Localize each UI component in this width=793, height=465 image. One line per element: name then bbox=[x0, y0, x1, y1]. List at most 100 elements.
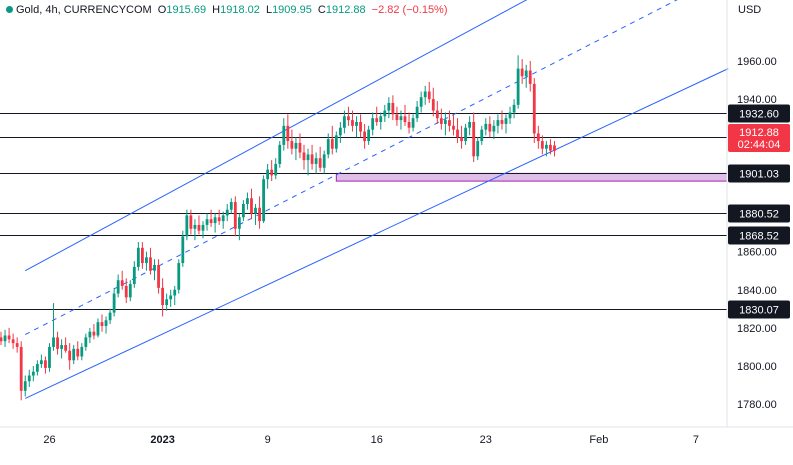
candle-body bbox=[435, 110, 439, 119]
candle-body bbox=[169, 295, 173, 300]
candle-body bbox=[383, 110, 387, 117]
candle-body bbox=[532, 83, 536, 134]
candle-body bbox=[464, 127, 467, 142]
candle-body bbox=[233, 202, 237, 229]
price-tick-label: 1960.00 bbox=[737, 56, 777, 68]
candle-body bbox=[217, 217, 221, 222]
candle-body bbox=[330, 139, 334, 149]
candle-body bbox=[298, 142, 302, 153]
candle-body bbox=[181, 236, 185, 264]
candle-body bbox=[136, 247, 140, 267]
level-label: 1868.52 bbox=[739, 231, 779, 243]
time-scale[interactable]: 26 2023 9 16 23 Feb 7 bbox=[43, 434, 699, 446]
candle-body bbox=[225, 209, 229, 216]
candle-body bbox=[76, 348, 80, 357]
candle-body bbox=[419, 97, 423, 107]
price-tick-label: 1860.00 bbox=[737, 247, 777, 259]
candle-body bbox=[157, 264, 160, 288]
time-tick-label: 9 bbox=[265, 434, 271, 446]
current-price-box bbox=[728, 124, 790, 152]
time-tick-label: 26 bbox=[43, 434, 55, 446]
candle-body bbox=[326, 139, 330, 155]
candle-body bbox=[302, 152, 306, 161]
candle-body bbox=[484, 123, 488, 130]
candle-body bbox=[431, 99, 435, 111]
candle-body bbox=[371, 118, 375, 130]
high-value: 1918.02 bbox=[220, 4, 260, 16]
candle-body bbox=[56, 337, 59, 349]
candle-body bbox=[48, 346, 51, 368]
candle-body bbox=[448, 120, 451, 126]
candle-body bbox=[363, 131, 366, 142]
candle-body bbox=[512, 104, 516, 113]
candle-body bbox=[351, 120, 354, 126]
candle-body bbox=[290, 141, 294, 149]
candle-body bbox=[258, 207, 261, 222]
candle-body bbox=[347, 116, 350, 121]
candle-body bbox=[423, 91, 427, 98]
level-label: 1880.52 bbox=[739, 209, 779, 221]
candle-body bbox=[338, 127, 342, 136]
candle-body bbox=[44, 360, 47, 368]
channel-lower-line bbox=[25, 68, 729, 399]
candle-body bbox=[270, 169, 274, 176]
candle-body bbox=[201, 224, 205, 231]
level-label-box bbox=[728, 104, 790, 123]
candle-body bbox=[278, 144, 282, 164]
candle-body bbox=[492, 125, 496, 132]
candle-body bbox=[524, 70, 528, 77]
candle-body bbox=[221, 215, 225, 222]
candle-body bbox=[375, 118, 379, 122]
candle-body bbox=[165, 299, 169, 305]
candle-body bbox=[343, 116, 346, 128]
candle-body bbox=[68, 350, 72, 361]
price-tick-label: 1940.00 bbox=[737, 94, 777, 106]
level-label-box bbox=[728, 204, 790, 223]
candle-body bbox=[205, 219, 209, 225]
candle-body bbox=[193, 224, 197, 229]
candle-body bbox=[452, 125, 455, 130]
candle-body bbox=[496, 120, 500, 126]
level-label: 1932.60 bbox=[739, 109, 779, 121]
candle-body bbox=[72, 348, 76, 361]
candle-body bbox=[128, 284, 132, 298]
candle-body bbox=[145, 257, 148, 264]
price-tick-label: 1840.00 bbox=[737, 285, 777, 297]
candle-body bbox=[104, 320, 108, 326]
price-tick-label: 1780.00 bbox=[737, 399, 777, 411]
candle-body bbox=[116, 280, 120, 294]
candle-body bbox=[173, 289, 177, 296]
candle-body bbox=[520, 68, 524, 77]
symbol-name[interactable]: Gold, 4h, CURRENCYCOM bbox=[16, 4, 152, 16]
candle-body bbox=[141, 247, 144, 264]
candle-body bbox=[242, 203, 245, 218]
candle-body bbox=[274, 163, 278, 176]
candle-body bbox=[153, 264, 156, 271]
status-dot-icon bbox=[6, 6, 13, 13]
candle-body bbox=[403, 116, 407, 122]
level-label-box bbox=[728, 164, 790, 183]
low-label: L bbox=[265, 4, 273, 16]
candle-body bbox=[282, 125, 286, 145]
candle-body bbox=[112, 293, 116, 313]
candle-body bbox=[11, 339, 15, 344]
support-zone bbox=[335, 172, 728, 182]
candle-body bbox=[306, 154, 310, 161]
candle-body bbox=[391, 102, 395, 115]
candle-body bbox=[480, 129, 484, 142]
candle-body bbox=[379, 116, 383, 122]
close-label: C bbox=[317, 4, 326, 16]
candle-body bbox=[149, 257, 152, 271]
candle-body bbox=[399, 116, 403, 121]
candle-body bbox=[250, 198, 253, 214]
candle-body bbox=[395, 114, 399, 121]
candle-body bbox=[367, 129, 371, 142]
candle-body bbox=[322, 154, 326, 168]
current-price-tag: 1912.88 02:44:04 bbox=[728, 124, 790, 152]
time-tick-label: Feb bbox=[589, 434, 608, 446]
bar-countdown-label: 02:44:04 bbox=[738, 139, 781, 151]
candle-body bbox=[415, 106, 419, 119]
